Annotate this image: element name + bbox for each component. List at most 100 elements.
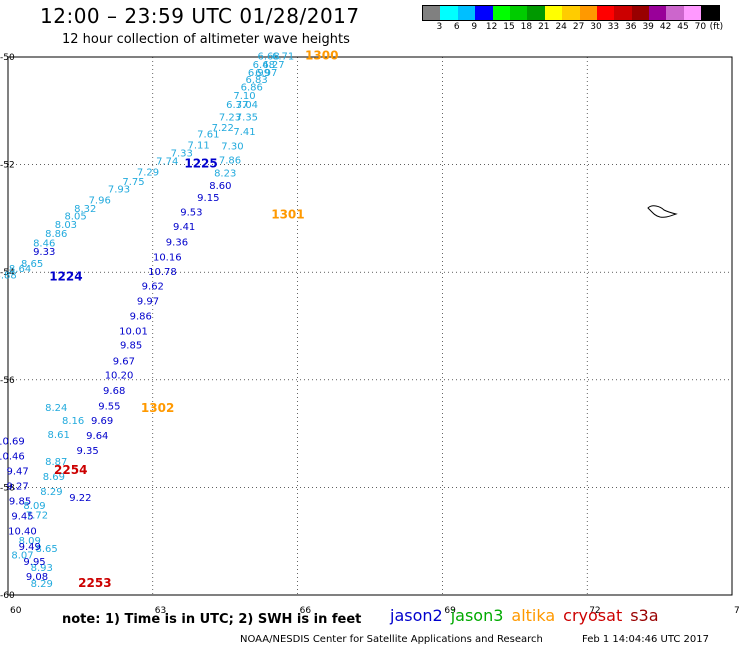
- color-scale-bar: [422, 5, 720, 21]
- lon-tick-label: 69: [444, 606, 456, 616]
- wave-height-value: 9.64: [86, 431, 108, 442]
- wave-height-value: 6.48: [253, 60, 275, 71]
- color-scale-tick: 24: [555, 22, 567, 32]
- wave-height-value: 7.35: [236, 112, 258, 123]
- track-time-labels: 1300 1225 1301 1224 1302 2254 2253: [49, 49, 338, 590]
- color-scale-tick: 30: [590, 22, 602, 32]
- wave-height-value: 7.72: [26, 511, 48, 522]
- wave-height-value: 7.04: [236, 100, 258, 111]
- color-swatch: [527, 6, 545, 20]
- color-swatch: [631, 6, 650, 20]
- wave-height-value: 9.47: [7, 466, 29, 477]
- lon-tick-label: 66: [300, 606, 312, 616]
- lon-tick-label: 72: [589, 606, 600, 616]
- color-swatch: [683, 6, 702, 20]
- color-scale-tick: 21: [538, 22, 550, 32]
- wave-height-value: 8.86: [45, 229, 67, 240]
- wave-height-value: 9.62: [142, 281, 164, 292]
- wave-height-value: 6.27: [262, 60, 284, 71]
- altimeter-observations: 6.686.716.486.276.996.976.836.867.106.37…: [0, 52, 294, 590]
- wave-height-value: 10.46: [0, 451, 25, 462]
- wave-height-value: 10.16: [153, 252, 182, 263]
- lon-tick-label: 60: [10, 606, 22, 616]
- wave-height-value: 8.16: [62, 416, 84, 427]
- wave-height-value: 8.65: [35, 544, 57, 555]
- color-scale-tick: 12: [485, 22, 498, 32]
- color-swatch: [666, 6, 684, 20]
- wave-height-value: 8.46: [33, 238, 55, 249]
- color-swatch: [492, 6, 510, 20]
- wave-height-value: 7.96: [89, 195, 111, 206]
- wave-height-value: 8.09: [23, 501, 45, 512]
- wave-height-value: 7.74: [156, 157, 178, 168]
- color-swatch: [475, 6, 493, 20]
- color-scale-tick: 27: [572, 22, 585, 32]
- color-swatch: [544, 6, 563, 20]
- wave-height-value: 7.30: [221, 142, 243, 153]
- wave-height-value: 10.01: [119, 327, 148, 338]
- legend-jason3: jason3: [450, 606, 504, 625]
- wave-height-value: 7.29: [137, 167, 159, 178]
- color-scale-tick: 45: [677, 22, 689, 32]
- wave-height-value: 8.61: [48, 430, 70, 441]
- wave-height-value: 8.65: [21, 259, 43, 270]
- pass-time-label: 1301: [271, 207, 304, 221]
- island-shape: [647, 205, 678, 218]
- wave-height-value: 10.20: [105, 371, 134, 382]
- wave-height-value: 9.41: [173, 222, 195, 233]
- wave-height-value: 8.29: [40, 487, 62, 498]
- page-subtitle: 12 hour collection of altimeter wave hei…: [62, 32, 350, 47]
- wave-height-value: 9.85: [9, 497, 31, 508]
- pass-time-label: 1300: [305, 49, 338, 63]
- satellite-legend: jason2 jason3 altika cryosat s3a: [390, 606, 667, 625]
- wave-height-value: 6.83: [245, 75, 267, 86]
- wave-height-value: 9.97: [137, 296, 159, 307]
- lat-tick-label: -56: [0, 376, 15, 386]
- wave-height-value: 8.60: [209, 181, 231, 192]
- wave-height-value: 9.33: [33, 247, 55, 258]
- color-scale-tick: 3: [436, 22, 443, 32]
- wave-height-value: 7.33: [171, 149, 193, 160]
- color-swatch: [562, 6, 580, 20]
- wave-height-value: 7.11: [188, 140, 210, 151]
- wave-height-value: 9.85: [120, 341, 142, 352]
- wave-height-value: 6.68: [258, 52, 280, 63]
- wave-height-value: 8.03: [55, 220, 77, 231]
- wave-height-value: 9.15: [197, 193, 219, 204]
- pass-time-label: 1224: [49, 269, 82, 283]
- wave-height-value: 8.23: [214, 168, 236, 179]
- wave-height-value: 7.10: [233, 91, 255, 102]
- wave-height-value: 9.27: [7, 482, 29, 493]
- wave-height-value: 6.99: [248, 68, 270, 79]
- wave-height-value: 7.22: [212, 123, 234, 134]
- wave-height-value: 8.32: [74, 204, 96, 215]
- wave-height-value: 8.05: [64, 211, 86, 222]
- color-swatch: [579, 6, 597, 20]
- color-swatch: [614, 6, 632, 20]
- color-scale-tick: 42: [659, 22, 672, 32]
- wave-height-value: 6.97: [255, 68, 277, 79]
- wave-height-value: 9.45: [11, 512, 33, 523]
- color-swatch: [596, 6, 615, 20]
- wave-height-value: 8.64: [9, 264, 31, 275]
- legend-cryosat: cryosat: [563, 606, 623, 625]
- island-coastline: [647, 205, 678, 218]
- wave-height-value: 10.78: [148, 267, 177, 278]
- pass-time-label: 2254: [54, 463, 87, 477]
- wave-height-value: 8.07: [11, 550, 33, 561]
- color-scale-tick: 9: [471, 22, 478, 32]
- wave-height-value: 10.40: [8, 527, 37, 538]
- credit-timestamp: Feb 1 14:04:46 UTC 2017: [582, 634, 709, 645]
- wave-height-value: 8.88: [0, 271, 17, 282]
- legend-altika: altika: [511, 606, 556, 625]
- color-swatch: [423, 6, 441, 20]
- wave-height-value: 9.35: [77, 446, 99, 457]
- wave-height-value: 7.93: [108, 185, 130, 196]
- color-swatch: [701, 6, 719, 20]
- color-scale-tick: 18: [520, 22, 533, 32]
- lat-tick-label: -50: [0, 53, 15, 63]
- lat-tick-label: -58: [0, 483, 15, 493]
- wave-height-value: 9.08: [26, 572, 48, 583]
- color-swatch: [509, 6, 528, 20]
- footer-note: note: 1) Time is in UTC; 2) SWH is in fe…: [62, 612, 362, 627]
